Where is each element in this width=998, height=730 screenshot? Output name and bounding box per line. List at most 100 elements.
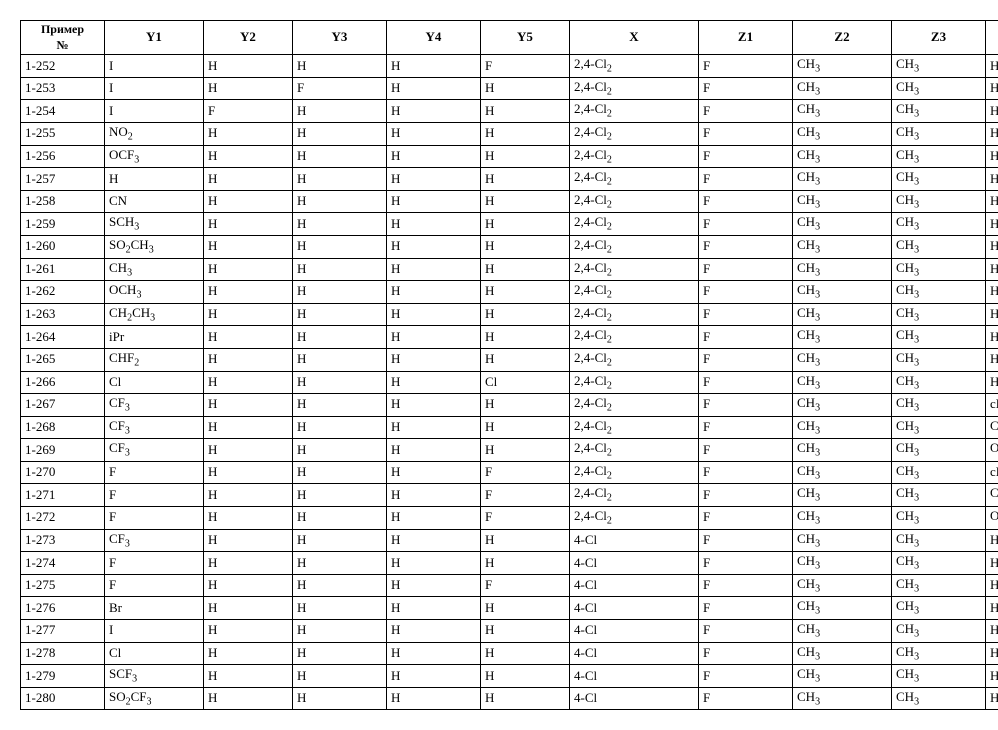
cell-y5: H: [481, 235, 570, 258]
cell-z2: CH3: [793, 507, 892, 530]
cell-example: 1-270: [21, 461, 105, 484]
cell-y1: Cl: [105, 371, 204, 394]
cell-z2: CH3: [793, 484, 892, 507]
cell-example: 1-255: [21, 122, 105, 145]
cell-x: 2,4-Cl2: [570, 168, 699, 191]
table-row: 1-256OCF3HHHH2,4-Cl2FCH3CH3H: [21, 145, 998, 168]
cell-y2: H: [204, 235, 293, 258]
cell-z1: F: [699, 77, 793, 100]
cell-y1: CF3: [105, 439, 204, 462]
cell-z2: CH3: [793, 326, 892, 349]
cell-y5: Cl: [481, 371, 570, 394]
cell-z4: H: [986, 552, 998, 575]
cell-y5: H: [481, 529, 570, 552]
column-header-y4: Y4: [387, 21, 481, 55]
column-header-y2: Y2: [204, 21, 293, 55]
cell-z4: H: [986, 687, 998, 710]
cell-example: 1-260: [21, 235, 105, 258]
column-header-y3: Y3: [293, 21, 387, 55]
cell-z2: CH3: [793, 213, 892, 236]
cell-example: 1-258: [21, 190, 105, 213]
cell-y2: H: [204, 348, 293, 371]
table-row: 1-260SO2CH3HHHH2,4-Cl2FCH3CH3H: [21, 235, 998, 258]
cell-y2: H: [204, 620, 293, 643]
cell-z1: F: [699, 620, 793, 643]
cell-x: 2,4-Cl2: [570, 394, 699, 417]
cell-z3: CH3: [892, 439, 986, 462]
cell-example: 1-263: [21, 303, 105, 326]
cell-y5: F: [481, 55, 570, 78]
cell-z2: CH3: [793, 371, 892, 394]
cell-y1: I: [105, 620, 204, 643]
table-row: 1-280SO2CF3HHHH4-ClFCH3CH3H: [21, 687, 998, 710]
cell-z2: CH3: [793, 529, 892, 552]
cell-z3: CH3: [892, 574, 986, 597]
table-row: 1-262OCH3HHHH2,4-Cl2FCH3CH3H: [21, 281, 998, 304]
table-row: 1-272FHHHF2,4-Cl2FCH3CH3OCH3: [21, 507, 998, 530]
cell-z4: H: [986, 213, 998, 236]
cell-y4: H: [387, 100, 481, 123]
cell-x: 2,4-Cl2: [570, 507, 699, 530]
cell-y2: H: [204, 371, 293, 394]
cell-y1: OCH3: [105, 281, 204, 304]
cell-y4: H: [387, 303, 481, 326]
cell-z4: OCH3: [986, 439, 998, 462]
cell-y5: F: [481, 574, 570, 597]
cell-z1: F: [699, 687, 793, 710]
cell-example: 1-254: [21, 100, 105, 123]
cell-z2: CH3: [793, 574, 892, 597]
cell-z3: CH3: [892, 529, 986, 552]
cell-y1: SO2CH3: [105, 235, 204, 258]
cell-y5: H: [481, 326, 570, 349]
cell-z3: CH3: [892, 77, 986, 100]
cell-z3: CH3: [892, 597, 986, 620]
cell-y1: CF3: [105, 394, 204, 417]
cell-y4: H: [387, 348, 481, 371]
cell-z1: F: [699, 416, 793, 439]
cell-y4: H: [387, 552, 481, 575]
cell-z3: CH3: [892, 371, 986, 394]
cell-y3: H: [293, 665, 387, 688]
cell-z3: CH3: [892, 145, 986, 168]
cell-example: 1-277: [21, 620, 105, 643]
cell-z4: H: [986, 348, 998, 371]
cell-y5: H: [481, 213, 570, 236]
cell-z1: F: [699, 642, 793, 665]
cell-y3: H: [293, 235, 387, 258]
table-row: 1-252IHHHF2,4-Cl2FCH3CH3H: [21, 55, 998, 78]
cell-y5: H: [481, 597, 570, 620]
cell-z4: H: [986, 235, 998, 258]
cell-y1: F: [105, 507, 204, 530]
table-row: 1-255NO2HHHH2,4-Cl2FCH3CH3H: [21, 122, 998, 145]
cell-y5: H: [481, 439, 570, 462]
cell-y5: H: [481, 122, 570, 145]
cell-y2: H: [204, 416, 293, 439]
cell-y3: H: [293, 642, 387, 665]
cell-z3: CH3: [892, 665, 986, 688]
cell-y4: H: [387, 77, 481, 100]
cell-x: 2,4-Cl2: [570, 145, 699, 168]
cell-z2: CH3: [793, 55, 892, 78]
cell-y1: F: [105, 552, 204, 575]
table-row: 1-277IHHHH4-ClFCH3CH3H: [21, 620, 998, 643]
cell-y3: H: [293, 574, 387, 597]
cell-x: 2,4-Cl2: [570, 258, 699, 281]
cell-z1: F: [699, 371, 793, 394]
cell-z1: F: [699, 394, 793, 417]
cell-z4: H: [986, 100, 998, 123]
cell-x: 2,4-Cl2: [570, 100, 699, 123]
cell-x: 2,4-Cl2: [570, 55, 699, 78]
cell-x: 4-Cl: [570, 552, 699, 575]
cell-example: 1-262: [21, 281, 105, 304]
cell-x: 2,4-Cl2: [570, 190, 699, 213]
cell-z1: F: [699, 235, 793, 258]
column-header-z4: Z4: [986, 21, 998, 55]
cell-y2: H: [204, 258, 293, 281]
cell-z2: CH3: [793, 642, 892, 665]
cell-y2: H: [204, 77, 293, 100]
cell-x: 2,4-Cl2: [570, 348, 699, 371]
cell-z1: F: [699, 439, 793, 462]
cell-x: 2,4-Cl2: [570, 303, 699, 326]
cell-y2: H: [204, 168, 293, 191]
cell-z3: CH3: [892, 416, 986, 439]
